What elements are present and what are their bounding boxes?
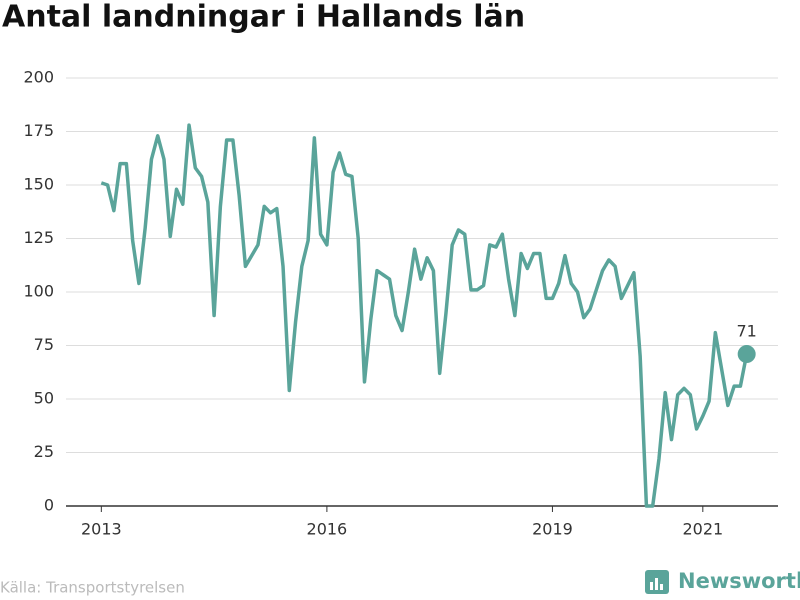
line [100,123,749,508]
y-tick-label: 50 [34,389,54,408]
logo-bar [655,578,658,590]
y-tick-label: 150 [23,175,54,194]
y-tick-label: 200 [23,68,54,87]
y-tick-label: 25 [34,442,54,461]
logo-bar [660,584,663,590]
logo-bar [650,582,653,590]
source: Källa: Transportstyrelsen [0,579,185,597]
x-tick-label: 2021 [682,520,723,539]
y-tick-label: 0 [44,496,54,515]
y-tick-label: 125 [23,228,54,247]
y-tick-label: 100 [23,282,54,301]
y-tick-label: 75 [34,335,54,354]
logo: Newsworthy [645,569,800,594]
chart-title: Antal landningar i Hallands län [2,0,525,35]
x-tick-label: 2016 [307,520,348,539]
x-tick-label: 2013 [81,520,122,539]
last-value-label: 71 [736,322,756,341]
last-point [737,345,756,364]
brand: Newsworthy [678,569,800,593]
x-tick-label: 2019 [532,520,573,539]
y-tick-label: 175 [23,121,54,140]
